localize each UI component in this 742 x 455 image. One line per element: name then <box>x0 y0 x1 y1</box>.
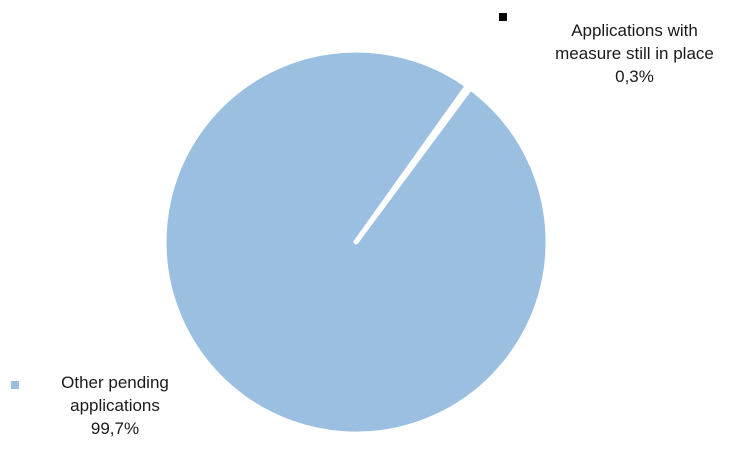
slice-label-measure-line-2: measure still in place <box>555 44 714 63</box>
slice-label-other-line-1: Other pending <box>61 373 169 392</box>
pie-slice-1 <box>161 47 551 437</box>
slice-value-measure: 0,3% <box>615 67 654 86</box>
slice-value-other: 99,7% <box>90 419 140 438</box>
slice-label-other-line-2: applications <box>70 396 160 415</box>
slice-label-other-pending: Other pending applications 99,7% <box>25 371 205 440</box>
slice-label-measure-in-place: Applications with measure still in place… <box>527 19 742 88</box>
legend-marker-other-pending <box>11 381 19 389</box>
legend-marker-measure-in-place <box>499 13 507 21</box>
slice-label-measure-line-1: Applications with <box>571 21 698 40</box>
